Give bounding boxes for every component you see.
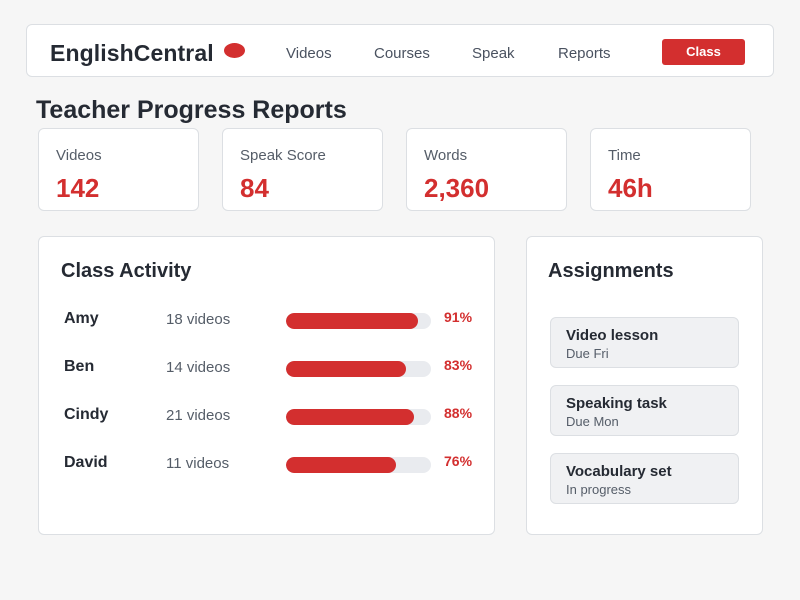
stat-label: Speak Score [240,147,326,164]
assignment-title: Video lesson [566,327,659,344]
nav-link-videos[interactable]: Videos [286,45,332,62]
stat-card-words: Words 2,360 [406,128,567,211]
student-video-count: 14 videos [166,359,231,376]
stat-label: Videos [56,147,102,164]
assignment-item-video-lesson[interactable]: Video lesson Due Fri [550,317,739,368]
progress-bar-fill [286,457,397,473]
brand-dot-icon [224,43,245,58]
progress-bar-fill [286,409,414,425]
assignment-title: Speaking task [566,395,667,412]
progress-percent: 88% [444,405,473,421]
stat-value: 46h [608,173,653,203]
stat-card-speak-score: Speak Score 84 [222,128,383,211]
assignment-status: Due Mon [566,414,619,429]
progress-percent: 83% [444,357,473,373]
stat-label: Words [424,147,468,164]
brand-logo[interactable]: EnglishCentral [50,40,214,66]
progress-percent: 91% [444,309,473,325]
activity-row-cindy: Cindy 21 videos 88% [39,400,494,430]
progress-bar[interactable] [286,409,431,425]
student-name: Cindy [64,406,109,423]
progress-bar[interactable] [286,361,431,377]
student-name: Amy [64,310,99,327]
activity-row-david: David 11 videos 76% [39,448,494,478]
nav-link-reports[interactable]: Reports [558,45,611,62]
assignment-item-speaking-task[interactable]: Speaking task Due Mon [550,385,739,436]
activity-row-ben: Ben 14 videos 83% [39,352,494,382]
stat-label: Time [608,147,641,164]
nav-link-courses[interactable]: Courses [374,45,430,62]
panel-title: Class Activity [61,260,192,282]
stat-value: 2,360 [424,173,490,203]
student-video-count: 11 videos [166,455,230,472]
assignment-title: Vocabulary set [566,463,672,480]
assignment-item-vocabulary-set[interactable]: Vocabulary set In progress [550,453,739,504]
assignment-status: Due Fri [566,346,609,361]
stat-card-time: Time 46h [590,128,751,211]
class-button[interactable]: Class [662,39,745,65]
progress-percent: 76% [444,453,473,469]
stat-value: 142 [56,173,100,203]
progress-bar-fill [286,361,407,377]
class-activity-panel: Class Activity Amy 18 videos 91% Ben 14 … [38,236,495,535]
stat-card-videos: Videos 142 [38,128,199,211]
top-nav-bar: EnglishCentral Videos Courses Speak Repo… [26,24,774,77]
page-title: Teacher Progress Reports [36,96,347,124]
progress-bar[interactable] [286,457,431,473]
activity-row-amy: Amy 18 videos 91% [39,304,494,334]
progress-bar[interactable] [286,313,431,329]
panel-title: Assignments [548,260,674,282]
assignment-status: In progress [566,482,632,497]
assignments-panel: Assignments Video lesson Due Fri Speakin… [526,236,763,535]
nav-link-speak[interactable]: Speak [472,45,515,62]
progress-bar-fill [286,313,418,329]
student-name: David [64,454,108,471]
student-name: Ben [64,358,95,375]
stat-value: 84 [240,173,269,203]
student-video-count: 18 videos [166,311,231,328]
student-video-count: 21 videos [166,407,231,424]
